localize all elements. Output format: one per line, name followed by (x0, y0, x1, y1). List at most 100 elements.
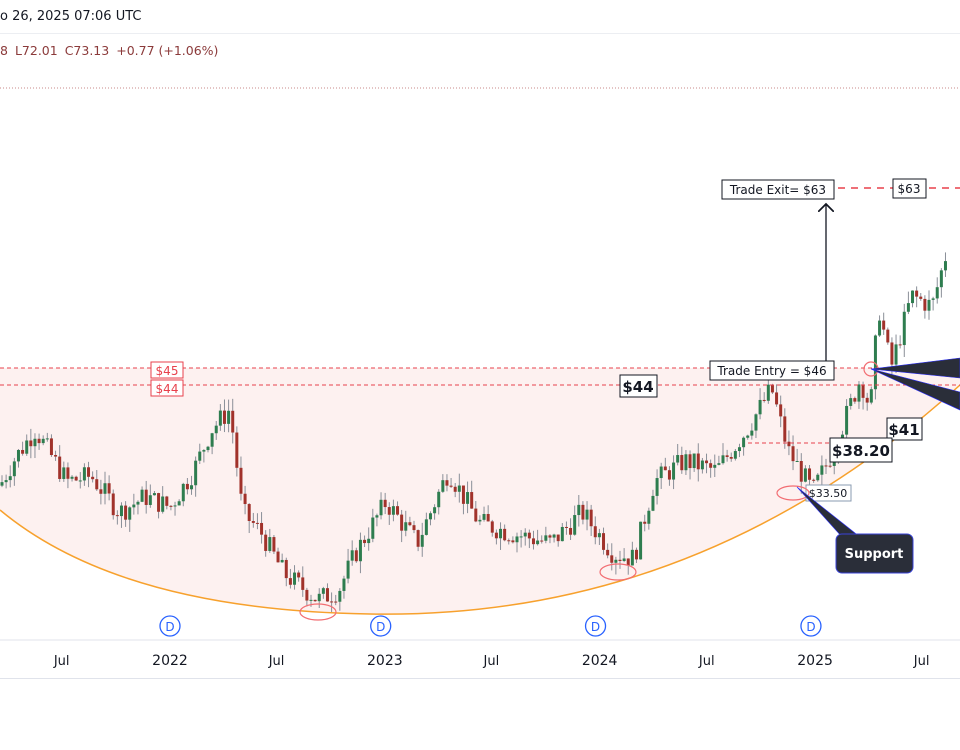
candle-body (16, 449, 20, 462)
candle-body (737, 447, 741, 452)
svg-text:$44: $44 (622, 378, 653, 396)
candle-body (82, 467, 86, 481)
x-tick-label: Jul (53, 654, 70, 669)
ohlc-change: +0.77 (+1.06%) (116, 43, 219, 58)
svg-text:Support: Support (845, 547, 904, 562)
candle-body (688, 454, 692, 469)
candle-body (898, 344, 902, 346)
candle-body (869, 389, 873, 403)
candle-body (152, 493, 156, 496)
dividend-icon (584, 615, 607, 637)
candle-body (222, 410, 226, 424)
candle-body (247, 504, 251, 521)
candle-body (371, 517, 375, 539)
candle-body (379, 499, 383, 516)
candle-body (943, 261, 947, 271)
candle-body (428, 513, 432, 520)
candle-body (795, 461, 799, 463)
candle-body (128, 507, 132, 520)
candle-body (8, 476, 12, 481)
candle-body (672, 462, 676, 480)
candle-body (803, 468, 807, 482)
candle-body (630, 549, 634, 566)
candle-body (548, 535, 552, 538)
candle-body (140, 489, 144, 502)
chart-bottom-border (0, 678, 960, 679)
candle-body (511, 540, 515, 543)
candle-body (387, 507, 391, 515)
candle-body (766, 384, 770, 401)
candle-body (915, 290, 919, 297)
svg-text:$63: $63 (898, 182, 921, 196)
cup-fill (0, 368, 960, 615)
candle-body (136, 501, 140, 505)
candle-body (894, 344, 898, 365)
candle-body (931, 298, 935, 300)
candle-body (95, 479, 99, 490)
candle-body (206, 446, 210, 451)
ohlc-legend: 8 L72.01 C73.13 +0.77 (+1.06%) (0, 43, 225, 58)
dividend-label: D (376, 620, 385, 634)
candle-body (878, 320, 882, 336)
candle-body (634, 549, 638, 560)
candle-body (29, 440, 33, 447)
candle-body (62, 467, 66, 479)
candle-body (783, 416, 787, 442)
candle-body (729, 456, 733, 459)
chart-header: o 26, 2025 07:06 UTC (0, 0, 960, 34)
candle-body (873, 335, 877, 390)
candle-body (540, 540, 544, 542)
candle-body (486, 513, 490, 522)
candle-body (21, 449, 25, 454)
candle-body (169, 505, 173, 507)
candle-body (363, 539, 367, 544)
x-tick-label: 2025 (797, 653, 833, 669)
svg-text:$44: $44 (156, 382, 179, 396)
entry-callout-pointer-upper (870, 357, 960, 379)
candle-body (214, 425, 218, 434)
candle-body (808, 468, 812, 480)
candle-body (148, 495, 152, 505)
candle-body (721, 455, 725, 464)
candle-body (103, 483, 107, 494)
candle-body (742, 437, 746, 448)
candle-body (91, 476, 95, 480)
candle-body (569, 527, 573, 535)
candle-body (420, 534, 424, 547)
candle-body (198, 451, 202, 461)
candle-body (124, 505, 128, 520)
low-circle-2022 (299, 603, 337, 621)
level-41-annotation: $41 (886, 417, 923, 441)
candle-body (861, 384, 865, 398)
support-callout: Support (835, 533, 914, 574)
candle-body (919, 296, 923, 299)
candle-body (709, 463, 713, 468)
candle-body (41, 438, 45, 444)
candle-body (293, 572, 297, 585)
candle-body (700, 460, 704, 470)
candle-body (762, 399, 766, 401)
candle-body (190, 485, 194, 490)
level-44-label: $44 (150, 379, 184, 397)
candle-body (0, 482, 4, 486)
time-axis[interactable]: Jul 2022 Jul 2023 Jul 2024 Jul 2025 Jul (53, 653, 930, 669)
candle-body (70, 476, 74, 479)
candle-body (358, 539, 362, 562)
candle-body (911, 290, 915, 304)
candle-body (325, 588, 329, 602)
candle-body (461, 485, 465, 504)
candle-body (177, 501, 181, 506)
svg-text:$45: $45 (156, 364, 179, 378)
candle-body (78, 480, 82, 482)
candle-body (717, 463, 721, 465)
candle-body (181, 483, 185, 502)
entry-callout-pointer-lower (870, 368, 960, 411)
candle-body (433, 507, 437, 514)
candle-body (643, 521, 647, 524)
candle-body (614, 559, 618, 563)
x-tick-label: 2022 (152, 653, 188, 669)
candle-body (639, 521, 643, 560)
candle-body (499, 528, 503, 539)
candle-body (272, 537, 276, 552)
